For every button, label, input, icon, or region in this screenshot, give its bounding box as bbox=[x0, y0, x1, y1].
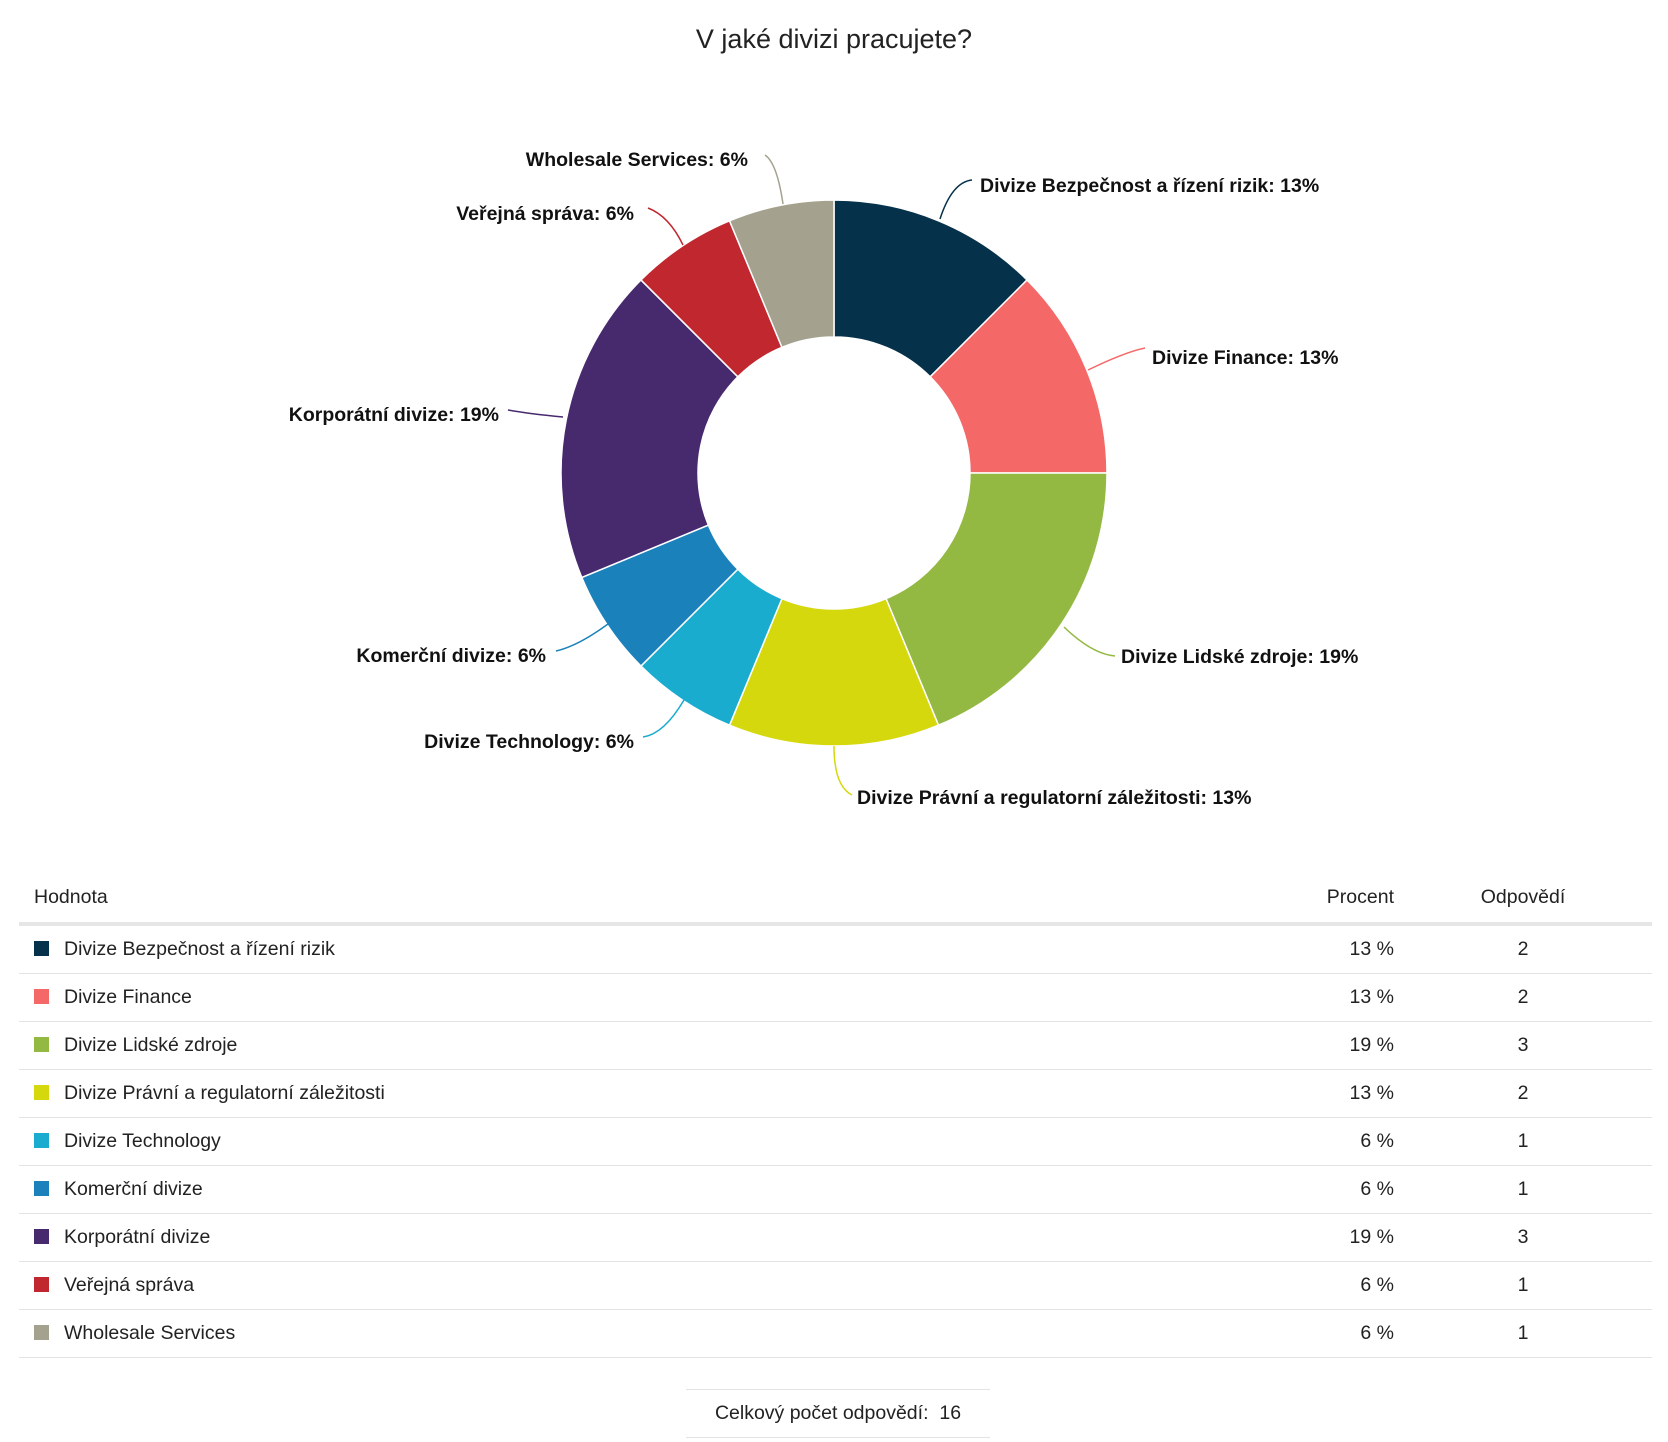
cell-percent: 13 % bbox=[1144, 924, 1394, 974]
table-header-row: Hodnota Procent Odpovědí bbox=[19, 872, 1652, 926]
table-row: Divize Bezpečnost a řízení rizik 13 % 2 bbox=[19, 924, 1652, 974]
label-connector bbox=[555, 623, 609, 652]
total-value: 16 bbox=[939, 1402, 962, 1424]
header-count: Odpovědí bbox=[1394, 872, 1652, 926]
table-row: Veřejná správa 6 % 1 bbox=[19, 1261, 1652, 1310]
donut-slice bbox=[728, 597, 940, 747]
label-connector bbox=[1063, 626, 1116, 657]
table-row: Divize Právní a regulatorní záležitosti 1… bbox=[19, 1069, 1652, 1118]
cell-value: Divize Technology bbox=[19, 1117, 1144, 1166]
cell-count: 1 bbox=[1394, 1117, 1652, 1166]
label-connector bbox=[647, 207, 684, 246]
cell-value: Divize Lidské zdroje bbox=[19, 1021, 1144, 1070]
color-swatch bbox=[34, 1277, 49, 1292]
cell-value: Divize Bezpečnost a řízení rizik bbox=[19, 924, 1144, 974]
donut-slice bbox=[728, 199, 835, 349]
row-label: Divize Technology bbox=[64, 1130, 221, 1152]
row-label: Divize Lidské zdroje bbox=[64, 1034, 238, 1056]
label-connector bbox=[939, 179, 973, 220]
row-label: Divize Právní a regulatorní záležitosti bbox=[64, 1082, 385, 1104]
cell-value: Divize Finance bbox=[19, 973, 1144, 1022]
cell-value: Wholesale Services bbox=[19, 1309, 1144, 1358]
color-swatch bbox=[34, 1325, 49, 1340]
slice-label: Divize Bezpečnost a řízení rizik: 13% bbox=[980, 175, 1319, 197]
cell-count: 3 bbox=[1394, 1213, 1652, 1262]
row-label: Wholesale Services bbox=[64, 1322, 236, 1344]
color-swatch bbox=[34, 1037, 49, 1052]
cell-count: 1 bbox=[1394, 1165, 1652, 1214]
label-connector bbox=[1087, 347, 1146, 371]
cell-count: 1 bbox=[1394, 1309, 1652, 1358]
color-swatch bbox=[34, 1133, 49, 1148]
cell-percent: 6 % bbox=[1144, 1165, 1394, 1214]
cell-percent: 6 % bbox=[1144, 1309, 1394, 1358]
label-connectors bbox=[507, 154, 1146, 796]
donut-chart: Divize Bezpečnost a řízení rizik: 13% Div… bbox=[289, 149, 1359, 809]
donut-slice bbox=[833, 199, 1029, 378]
slice-label: Divize Právní a regulatorní záležitosti:… bbox=[857, 787, 1251, 809]
table-row: Divize Technology 6 % 1 bbox=[19, 1117, 1652, 1166]
donut-slice bbox=[885, 472, 1108, 727]
row-label: Divize Finance bbox=[64, 986, 192, 1008]
color-swatch bbox=[34, 941, 49, 956]
cell-percent: 13 % bbox=[1144, 973, 1394, 1022]
total-label: Celkový počet odpovědí: bbox=[714, 1402, 929, 1424]
color-swatch bbox=[34, 989, 49, 1004]
cell-count: 3 bbox=[1394, 1021, 1652, 1070]
slice-label: Wholesale Services: 6% bbox=[526, 149, 748, 171]
cell-count: 2 bbox=[1394, 924, 1652, 974]
cell-count: 1 bbox=[1394, 1261, 1652, 1310]
slice-label: Korporátní divize: 19% bbox=[289, 404, 499, 426]
cell-count: 2 bbox=[1394, 973, 1652, 1022]
donut-slice bbox=[560, 278, 739, 579]
slice-label: Divize Technology: 6% bbox=[424, 731, 634, 753]
color-swatch bbox=[34, 1229, 49, 1244]
slice-label: Divize Finance: 13% bbox=[1152, 347, 1338, 369]
total-responses: Celkový počet odpovědí: 16 bbox=[686, 1389, 990, 1438]
chart-title: V jaké divizi pracujete? bbox=[695, 24, 973, 54]
color-swatch bbox=[34, 1085, 49, 1100]
slice-labels: Divize Bezpečnost a řízení rizik: 13% Div… bbox=[289, 149, 1359, 809]
table-row: Divize Finance 13 % 2 bbox=[19, 973, 1652, 1022]
cell-value: Komerční divize bbox=[19, 1165, 1144, 1214]
header-value: Hodnota bbox=[19, 872, 1144, 926]
cell-percent: 6 % bbox=[1144, 1261, 1394, 1310]
row-label: Komerční divize bbox=[64, 1178, 203, 1200]
cell-percent: 19 % bbox=[1144, 1021, 1394, 1070]
donut-slice bbox=[929, 278, 1108, 474]
row-label: Divize Bezpečnost a řízení rizik bbox=[64, 938, 335, 960]
table-row: Komerční divize 6 % 1 bbox=[19, 1165, 1652, 1214]
slice-label: Veřejná správa: 6% bbox=[456, 203, 634, 225]
label-connector bbox=[642, 699, 685, 738]
label-connector bbox=[507, 409, 564, 418]
table-body: Divize Bezpečnost a řízení rizik 13 % 2 Div… bbox=[19, 924, 1652, 1358]
results-table: Hodnota Procent Odpovědí Divize Bezpečno… bbox=[19, 872, 1652, 1358]
table-row: Wholesale Services 6 % 1 bbox=[19, 1309, 1652, 1358]
table-row: Korporátní divize 19 % 3 bbox=[19, 1213, 1652, 1262]
cell-value: Korporátní divize bbox=[19, 1213, 1144, 1262]
cell-percent: 19 % bbox=[1144, 1213, 1394, 1262]
table-row: Divize Lidské zdroje 19 % 3 bbox=[19, 1021, 1652, 1070]
row-label: Korporátní divize bbox=[64, 1226, 211, 1248]
cell-percent: 13 % bbox=[1144, 1069, 1394, 1118]
row-label: Veřejná správa bbox=[64, 1274, 195, 1296]
cell-percent: 6 % bbox=[1144, 1117, 1394, 1166]
cell-count: 2 bbox=[1394, 1069, 1652, 1118]
cell-value: Veřejná správa bbox=[19, 1261, 1144, 1310]
donut-slices bbox=[560, 199, 1108, 747]
label-connector bbox=[764, 154, 784, 205]
color-swatch bbox=[34, 1181, 49, 1196]
label-connector bbox=[833, 745, 853, 796]
header-percent: Procent bbox=[1144, 872, 1394, 926]
cell-value: Divize Právní a regulatorní záležitosti bbox=[19, 1069, 1144, 1118]
slice-label: Komerční divize: 6% bbox=[356, 645, 546, 667]
slice-label: Divize Lidské zdroje: 19% bbox=[1121, 646, 1358, 668]
